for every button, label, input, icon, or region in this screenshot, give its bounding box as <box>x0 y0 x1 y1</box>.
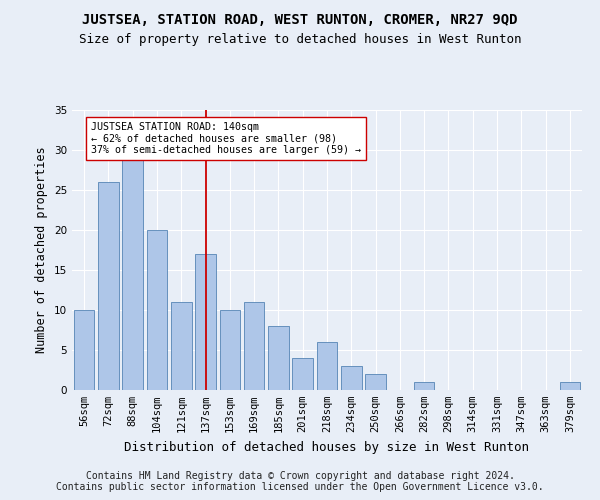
Bar <box>220 310 240 390</box>
Bar <box>268 326 289 390</box>
Bar <box>365 374 386 390</box>
Text: JUSTSEA, STATION ROAD, WEST RUNTON, CROMER, NR27 9QD: JUSTSEA, STATION ROAD, WEST RUNTON, CROM… <box>82 12 518 26</box>
Bar <box>317 342 337 390</box>
Bar <box>195 254 216 390</box>
Bar <box>74 310 94 390</box>
Bar <box>292 358 313 390</box>
Text: Size of property relative to detached houses in West Runton: Size of property relative to detached ho… <box>79 32 521 46</box>
Bar <box>244 302 265 390</box>
Bar <box>414 382 434 390</box>
Y-axis label: Number of detached properties: Number of detached properties <box>35 146 49 354</box>
X-axis label: Distribution of detached houses by size in West Runton: Distribution of detached houses by size … <box>125 440 530 454</box>
Text: JUSTSEA STATION ROAD: 140sqm
← 62% of detached houses are smaller (98)
37% of se: JUSTSEA STATION ROAD: 140sqm ← 62% of de… <box>91 122 361 155</box>
Bar <box>560 382 580 390</box>
Bar <box>122 158 143 390</box>
Bar <box>146 230 167 390</box>
Bar <box>341 366 362 390</box>
Bar <box>171 302 191 390</box>
Bar <box>98 182 119 390</box>
Text: Contains HM Land Registry data © Crown copyright and database right 2024.
Contai: Contains HM Land Registry data © Crown c… <box>56 471 544 492</box>
